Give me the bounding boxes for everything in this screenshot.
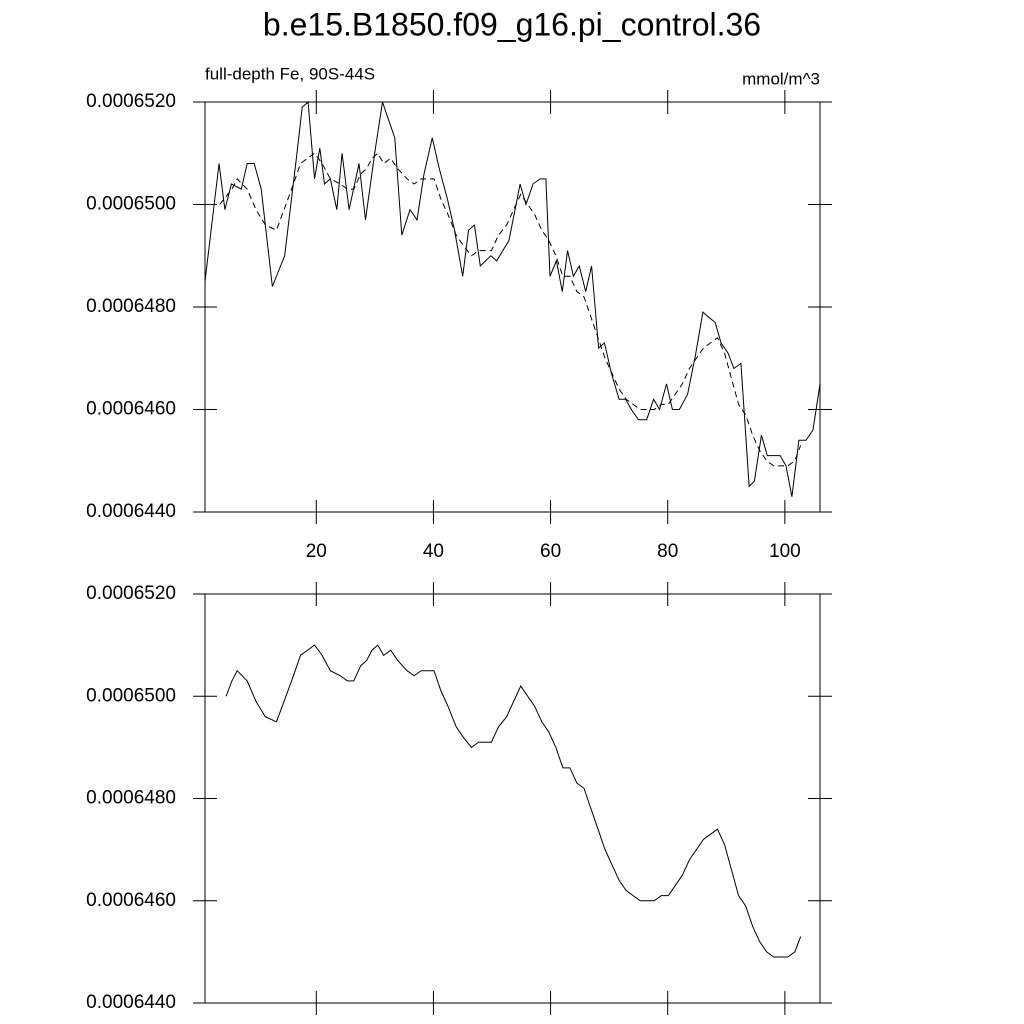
left-string: full-depth Fe, 90S-44S: [205, 64, 375, 83]
y-tick-label: 0.0006460: [86, 890, 176, 911]
x-tick-label: 80: [657, 541, 678, 562]
y-tick-label: 0.0006480: [86, 296, 176, 317]
y-tick-label: 0.0006460: [86, 399, 176, 420]
units-label: mmol/m^3: [742, 69, 820, 88]
data-line: [225, 644, 802, 958]
x-tick-label: 20: [306, 541, 327, 562]
x-tick-label: 60: [540, 541, 561, 562]
y-tick-label: 0.0006520: [86, 91, 176, 112]
plot-frame: [204, 101, 821, 513]
plot-frame: [204, 593, 821, 1004]
data-line: [219, 152, 802, 467]
y-tick-label: 0.0006500: [86, 194, 176, 215]
y-tick-label: 0.0006520: [86, 583, 176, 604]
y-tick-label: 0.0006440: [86, 501, 176, 522]
y-tick-label: 0.0006440: [86, 992, 176, 1013]
x-tick-label: 40: [423, 541, 444, 562]
y-tick-label: 0.0006500: [86, 685, 176, 706]
data-line: [204, 100, 821, 497]
y-tick-label: 0.0006480: [86, 788, 176, 809]
chart-title: b.e15.B1850.f09_g16.pi_control.36: [263, 6, 761, 42]
x-tick-label: 100: [769, 541, 801, 562]
